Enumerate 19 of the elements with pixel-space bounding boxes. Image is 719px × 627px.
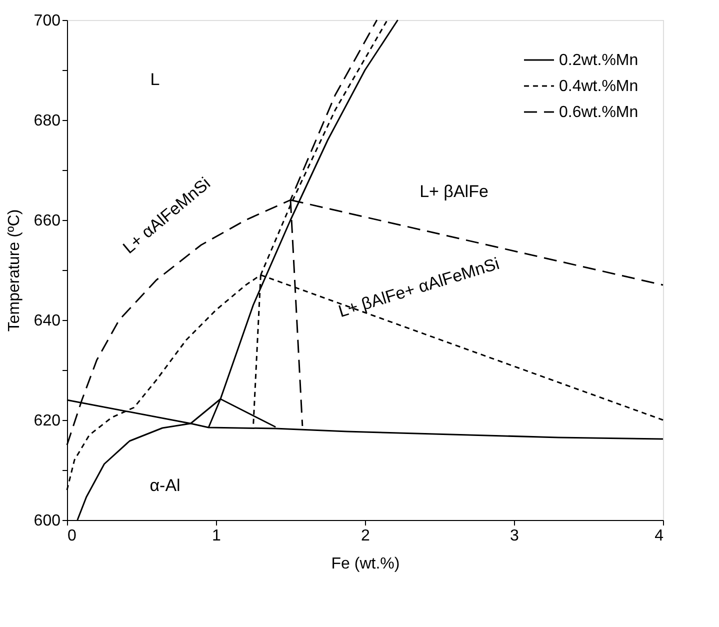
annotation: L+ βAlFe [420, 182, 488, 201]
annotation: α-Al [150, 476, 180, 495]
x-tick-label: 0 [68, 528, 76, 544]
x-tick-label: 1 [212, 528, 222, 544]
y-axis-title: Temperature (ºC) [6, 209, 23, 332]
x-tick-label: 4 [654, 528, 664, 544]
x-tick-label: 2 [361, 528, 370, 544]
legend-label: 0.2wt.%Mn [559, 52, 638, 69]
x-tick-label: 3 [510, 528, 520, 544]
legend-label: 0.6wt.%Mn [559, 104, 638, 121]
y-tick-label: 660 [34, 212, 61, 230]
y-tick-label: 700 [34, 12, 61, 30]
y-tick-label: 620 [34, 412, 61, 430]
x-axis-title: Fe (wt.%) [331, 556, 400, 572]
y-tick-label: 600 [34, 512, 61, 530]
legend-label: 0.4wt.%Mn [559, 78, 638, 95]
y-tick-label: 680 [34, 112, 61, 130]
y-tick-label: 640 [34, 312, 61, 330]
annotation: L [150, 70, 160, 89]
